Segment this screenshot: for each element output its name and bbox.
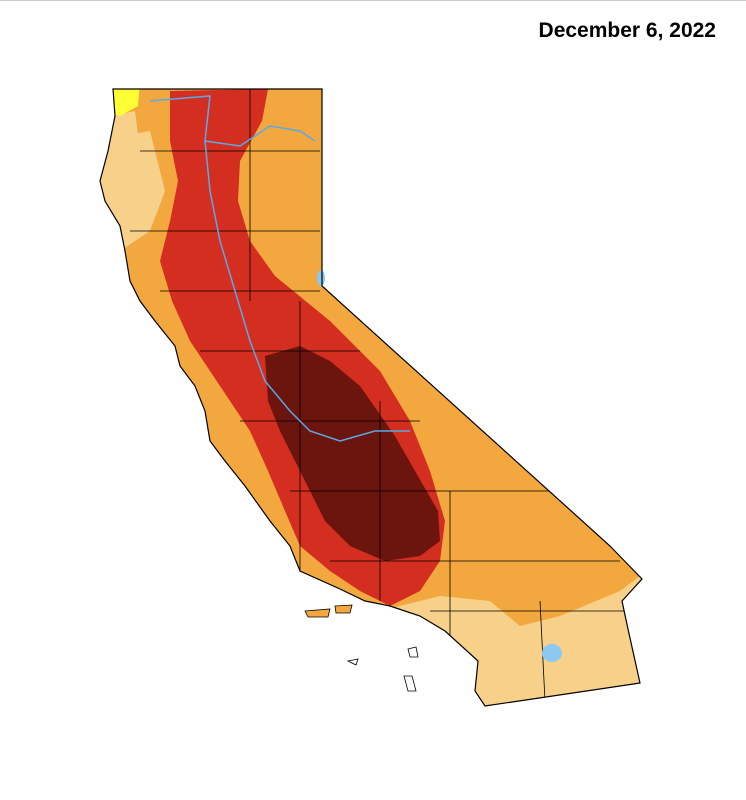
salton-sea bbox=[542, 644, 562, 662]
channel-islands bbox=[304, 604, 353, 618]
islands bbox=[346, 646, 419, 692]
lake-tahoe bbox=[317, 270, 325, 286]
rivers bbox=[149, 95, 410, 442]
county-lines bbox=[130, 89, 630, 702]
map-date: December 6, 2022 bbox=[538, 19, 716, 42]
d4-exceptional bbox=[265, 346, 440, 561]
